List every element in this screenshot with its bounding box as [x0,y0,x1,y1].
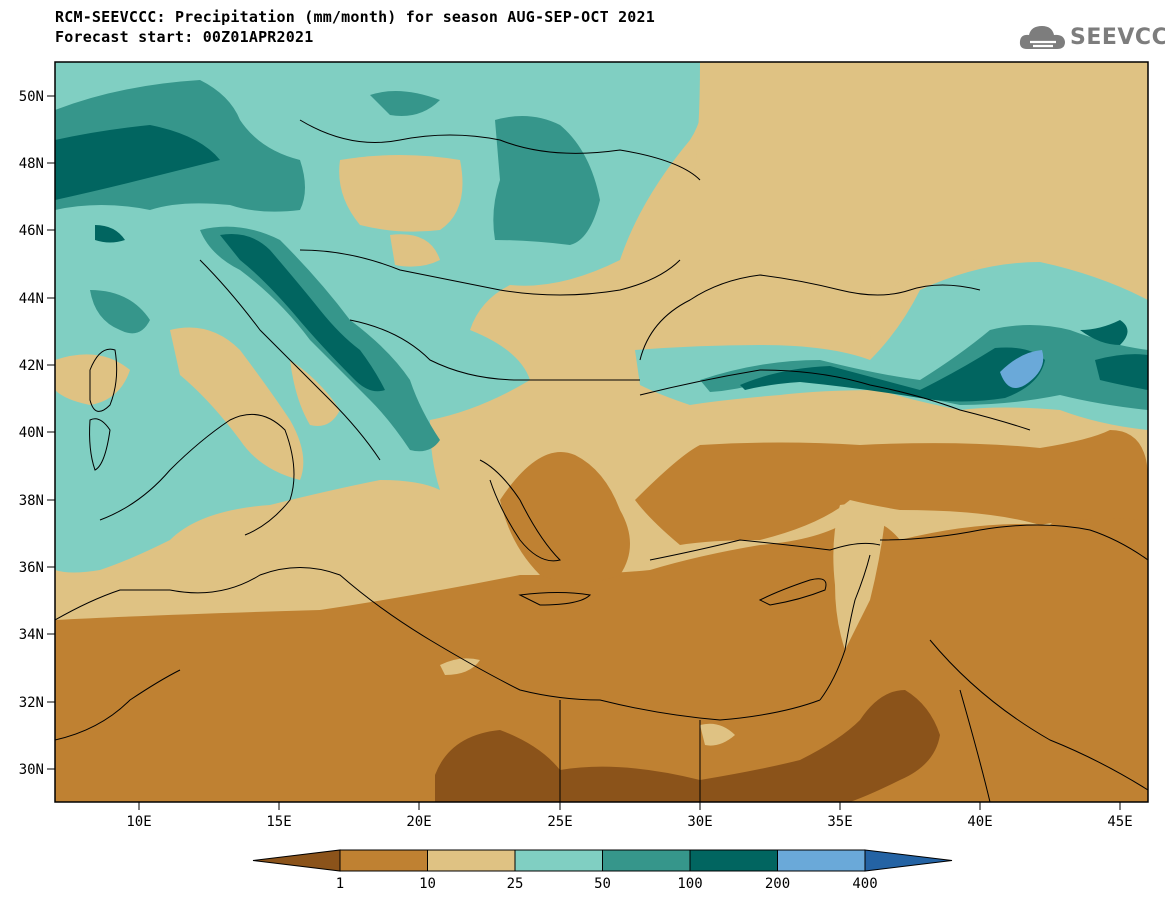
lat-tick: 36N [19,560,55,576]
lat-label: 44N [19,291,44,307]
latitude-axis: 50N 48N 46N 44N 42N 40N 38N 36N 34N 32N … [19,89,55,778]
lat-tick: 44N [19,291,55,307]
lon-tick: 40E [967,802,993,830]
lat-tick: 46N [19,223,55,239]
colorbar-swatch [602,849,691,872]
colorbar-swatch [339,849,428,872]
lon-tick: 15E [266,802,292,830]
colorbar-swatch [427,849,516,872]
forecast-start-label: Forecast start: 00Z01APR2021 [55,28,314,46]
lon-tick: 20E [406,802,432,830]
lat-label: 40N [19,425,44,441]
lat-label: 30N [19,762,44,778]
colorbar-swatch [689,849,778,872]
lat-label: 50N [19,89,44,105]
coastlines [55,119,1148,802]
map-title: RCM-SEEVCCC: Precipitation (mm/month) fo… [55,8,655,26]
cloud-icon [1019,26,1065,49]
colorbar-swatch [514,849,603,872]
lat-label: 32N [19,695,44,711]
lat-tick: 40N [19,425,55,441]
colorbar-label: 50 [594,876,611,892]
lat-tick: 30N [19,762,55,778]
lon-tick: 35E [827,802,853,830]
colorbar-label: 400 [852,876,877,892]
lon-label: 40E [967,814,992,830]
lat-tick: 48N [19,156,55,172]
lat-tick: 50N [19,89,55,105]
colorbar-label: 100 [677,876,702,892]
lon-label: 35E [827,814,852,830]
lat-tick: 42N [19,358,55,374]
colorbar-min-arrow [252,849,341,872]
lon-tick: 25E [547,802,573,830]
precip-field [55,62,1148,802]
lat-tick: 38N [19,493,55,509]
lon-label: 30E [687,814,712,830]
lat-tick: 34N [19,627,55,643]
longitude-axis: 10E 15E 20E 25E 30E 35E 40E 45E [126,802,1133,830]
lon-label: 45E [1107,814,1132,830]
lon-tick: 45E [1107,802,1133,830]
lat-tick: 32N [19,695,55,711]
lat-label: 36N [19,560,44,576]
colorbar-label: 1 [336,876,344,892]
lon-tick: 30E [687,802,713,830]
colorbar: 1 10 25 50 100 200 400 [252,849,953,892]
lon-tick: 10E [126,802,152,830]
lon-label: 20E [406,814,431,830]
seevccc-logo: SEEVCCC [1018,22,1165,56]
lat-label: 42N [19,358,44,374]
lat-label: 46N [19,223,44,239]
colorbar-label: 200 [765,876,790,892]
colorbar-max-arrow [864,849,953,872]
colorbar-label: 10 [419,876,436,892]
lat-label: 34N [19,627,44,643]
colorbar-label: 25 [507,876,524,892]
lat-label: 48N [19,156,44,172]
lon-label: 15E [266,814,291,830]
lon-label: 25E [547,814,572,830]
lat-label: 38N [19,493,44,509]
logo-text: SEEVCCC [1070,25,1165,50]
lon-label: 10E [126,814,151,830]
colorbar-swatch [777,849,866,872]
